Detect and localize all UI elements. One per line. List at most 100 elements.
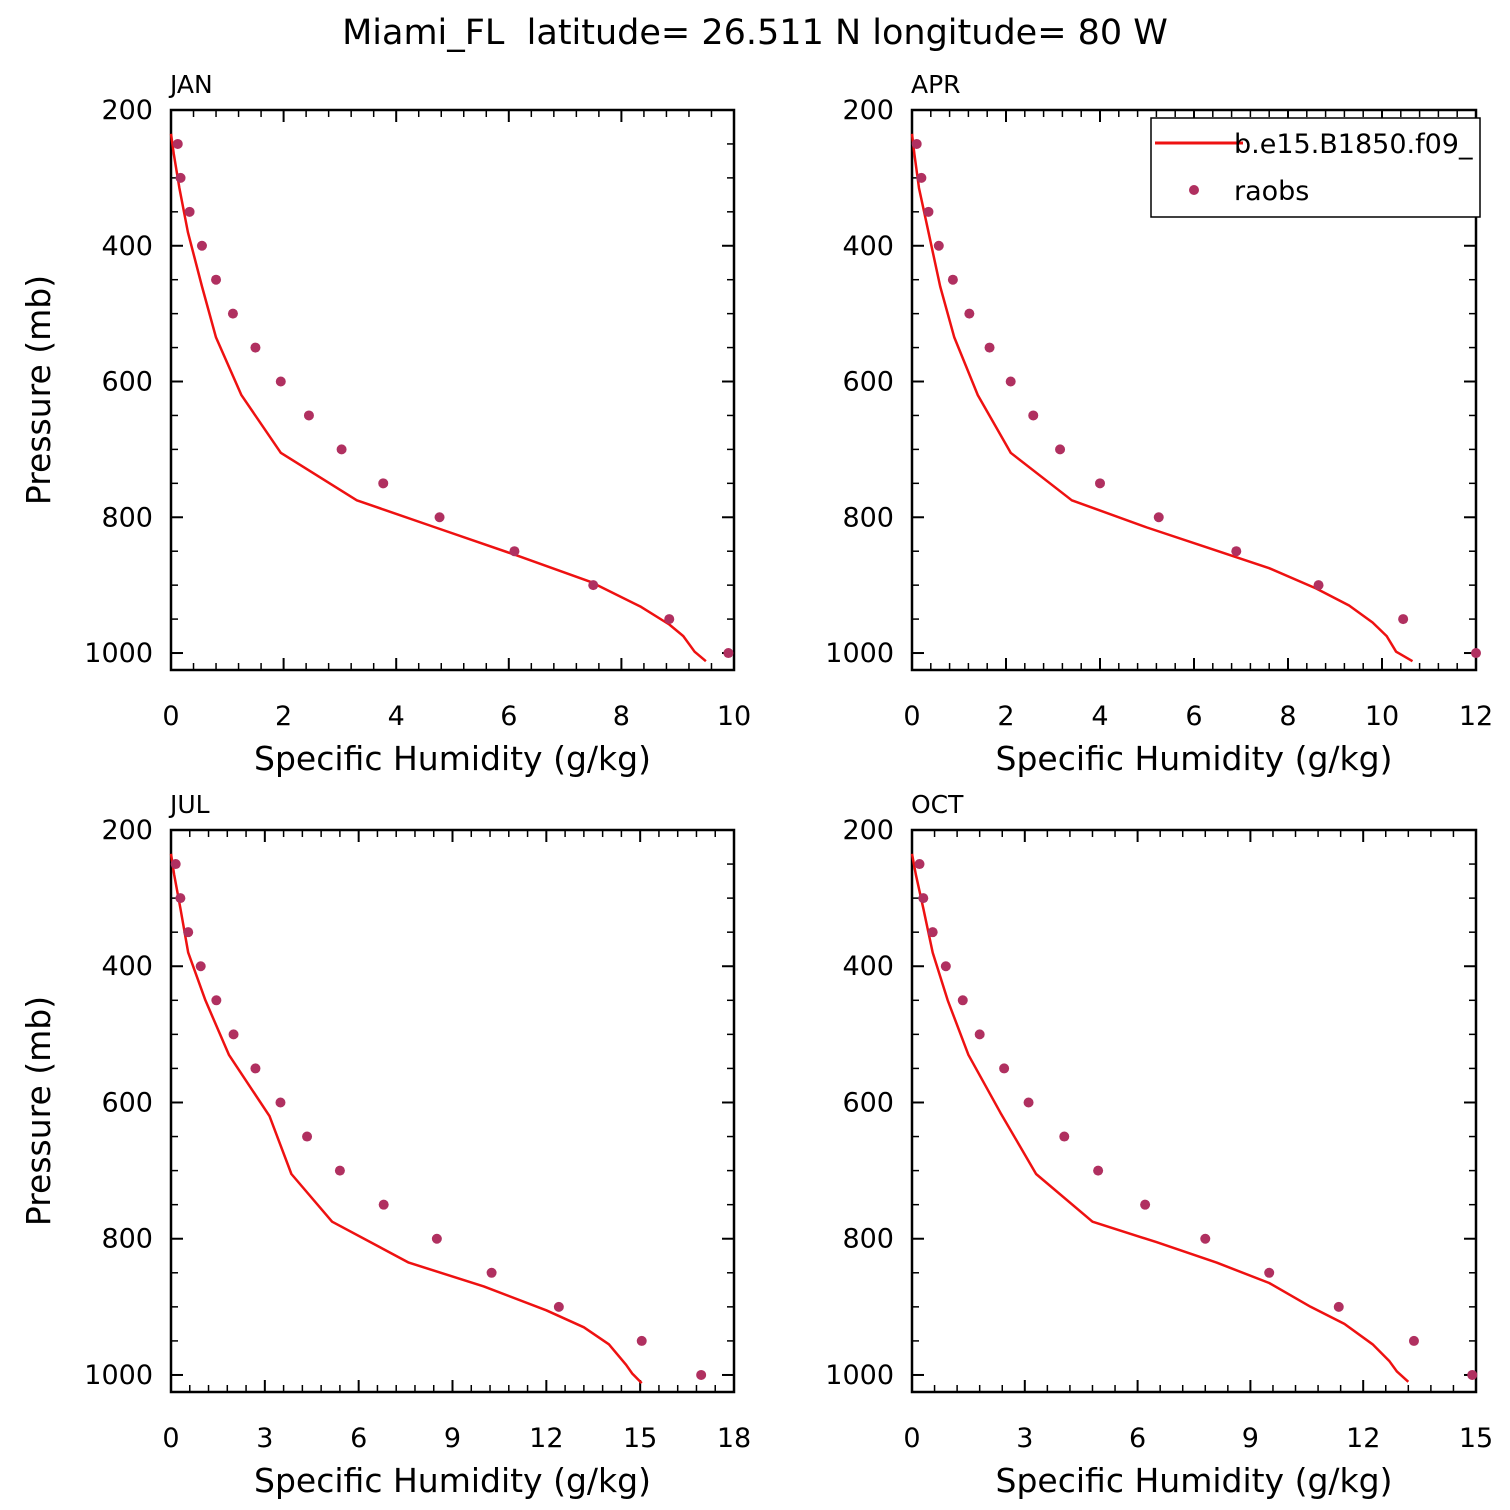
panel-jul: JUL 0 3 6 9 12 15 18 200 400 600 800 1000 Specific H… <box>19 790 751 1500</box>
obs-marker <box>1005 376 1016 387</box>
y-tick-label: 600 <box>101 1087 153 1118</box>
x-axis-label: Specific Humidity (g/kg) <box>254 739 651 778</box>
y-tick-label: 400 <box>101 951 153 982</box>
obs-marker <box>431 1233 442 1244</box>
obs-marker <box>184 206 195 217</box>
obs-marker <box>196 240 207 251</box>
legend: b.e15.B1850.f09_ raobs <box>1150 117 1481 218</box>
obs-marker <box>1408 1335 1419 1346</box>
obs-marker <box>999 1063 1010 1074</box>
obs-marker <box>336 444 347 455</box>
y-tick-label: 800 <box>842 1224 894 1255</box>
obs-marker <box>664 614 675 625</box>
panel-oct: OCT 0 3 6 9 12 15 200 400 600 800 1000 Specific Hum… <box>825 790 1493 1500</box>
y-tick-label: 600 <box>101 367 153 398</box>
figure-title: Miami_FL latitude= 26.511 N longitude= 8… <box>342 13 1168 53</box>
x-tick-label: 8 <box>1279 701 1296 732</box>
y-tick-label: 1000 <box>825 1360 894 1391</box>
y-tick-label: 1000 <box>825 638 894 669</box>
x-axis-label: Specific Humidity (g/kg) <box>996 739 1393 778</box>
panel-title: JUL <box>168 790 210 819</box>
y-tick-label: 1000 <box>84 638 153 669</box>
obs-marker <box>974 1029 985 1040</box>
obs-marker <box>1313 580 1324 591</box>
legend-model-label: b.e15.B1850.f09_ <box>1234 129 1473 160</box>
x-tick-label: 12 <box>1346 1423 1380 1454</box>
panel-apr: APR 0 2 4 6 8 10 12 200 400 600 800 1000 Specific Hu… <box>825 70 1493 778</box>
obs-marker <box>172 138 183 149</box>
x-tick-label: 6 <box>500 701 517 732</box>
y-tick-label: 200 <box>101 95 153 126</box>
obs-marker <box>696 1369 707 1380</box>
y-tick-label: 400 <box>842 951 894 982</box>
obs-marker <box>964 308 975 319</box>
obs-marker <box>170 859 181 870</box>
obs-marker <box>175 172 186 183</box>
x-tick-label: 2 <box>997 701 1014 732</box>
x-axis-label: Specific Humidity (g/kg) <box>996 1461 1393 1500</box>
obs-marker <box>227 308 238 319</box>
panel-title: JAN <box>168 70 213 99</box>
obs-marker <box>378 1199 389 1210</box>
y-tick-label: 600 <box>842 1087 894 1118</box>
panel-title: APR <box>911 70 961 99</box>
obs-marker <box>911 138 922 149</box>
obs-marker <box>1028 410 1039 421</box>
x-tick-label: 12 <box>529 1423 563 1454</box>
obs-marker <box>175 893 186 904</box>
x-tick-label: 3 <box>1016 1423 1033 1454</box>
panel-title: OCT <box>911 790 964 819</box>
x-tick-label: 0 <box>903 1423 920 1454</box>
plot-frame <box>910 828 1478 1394</box>
x-tick-label: 10 <box>717 701 751 732</box>
obs-marker <box>947 274 958 285</box>
obs-marker <box>588 580 599 591</box>
legend-box <box>1150 117 1481 218</box>
y-tick-label: 800 <box>101 1224 153 1255</box>
obs-marker <box>923 206 934 217</box>
y-tick-label: 800 <box>842 502 894 533</box>
obs-marker <box>1059 1131 1070 1142</box>
obs-marker <box>1471 648 1481 659</box>
x-tick-label: 6 <box>1129 1423 1146 1454</box>
x-tick-label: 0 <box>903 701 920 732</box>
y-tick-label: 200 <box>842 815 894 846</box>
legend-obs-label: raobs <box>1234 176 1309 207</box>
x-tick-label: 0 <box>162 1423 179 1454</box>
y-tick-label: 800 <box>101 502 153 533</box>
obs-marker <box>378 478 389 489</box>
obs-marker <box>1200 1233 1211 1244</box>
model-series-line <box>169 853 643 1384</box>
obs-marker <box>195 961 206 972</box>
obs-marker <box>509 546 520 557</box>
obs-marker <box>1333 1301 1344 1312</box>
obs-marker <box>1095 478 1105 489</box>
x-tick-label: 0 <box>162 701 179 732</box>
obs-marker <box>1023 1097 1034 1108</box>
obs-marker <box>636 1335 647 1346</box>
obs-marker <box>723 648 734 659</box>
x-tick-label: 6 <box>1185 701 1202 732</box>
obs-marker <box>486 1267 497 1278</box>
obs-marker <box>918 893 929 904</box>
model-series-line <box>910 853 1410 1383</box>
obs-marker <box>250 342 261 353</box>
x-tick-label: 12 <box>1459 701 1493 732</box>
obs-marker <box>553 1301 564 1312</box>
x-tick-label: 10 <box>1365 701 1399 732</box>
obs-marker <box>1153 512 1164 523</box>
obs-marker <box>933 240 944 251</box>
obs-marker <box>275 1097 286 1108</box>
x-axis-label: Specific Humidity (g/kg) <box>254 1461 651 1500</box>
legend-obs-marker <box>1189 185 1199 195</box>
x-tick-label: 9 <box>444 1423 461 1454</box>
obs-marker <box>1055 444 1066 455</box>
obs-marker <box>914 859 925 870</box>
y-tick-label: 1000 <box>84 1360 153 1391</box>
obs-marker <box>940 961 951 972</box>
y-axis-label: Pressure (mb) <box>19 275 58 505</box>
obs-marker <box>183 927 194 938</box>
obs-marker <box>334 1165 345 1176</box>
obs-marker <box>250 1063 261 1074</box>
obs-marker <box>228 1029 239 1040</box>
